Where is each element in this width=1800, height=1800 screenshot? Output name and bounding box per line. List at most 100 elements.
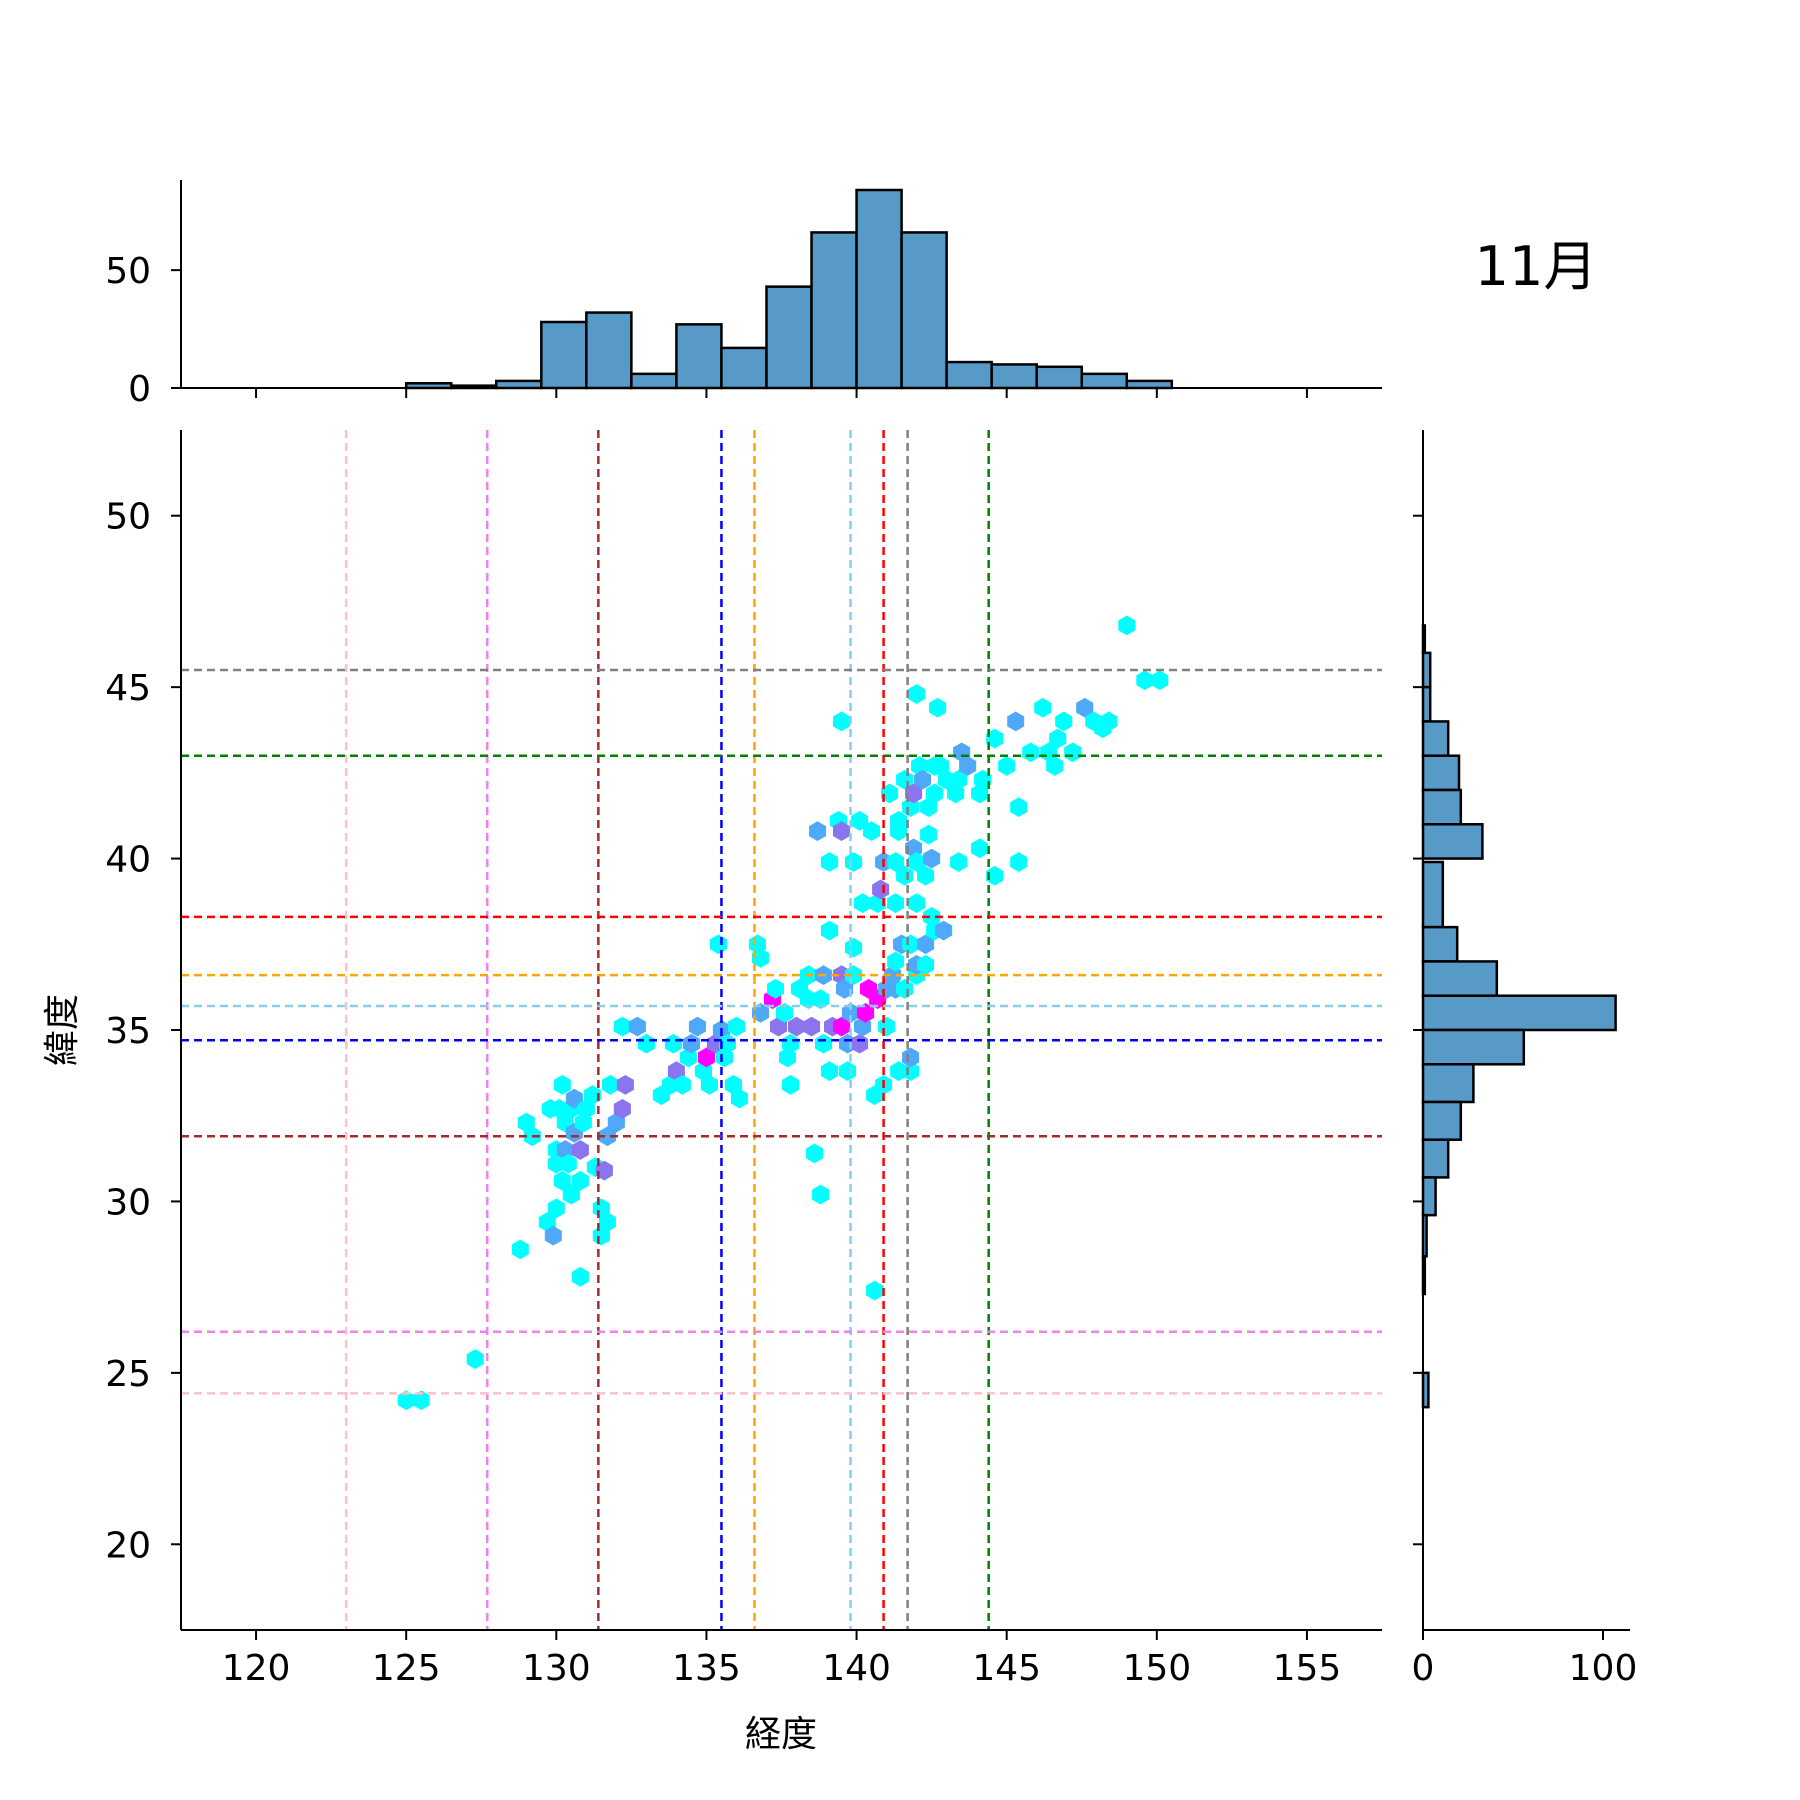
hexbin-cell bbox=[856, 1003, 875, 1023]
top-histogram-bar bbox=[1080, 372, 1129, 390]
hexbin-cell bbox=[412, 1390, 430, 1411]
top-histogram-bar bbox=[1125, 379, 1174, 390]
top-histogram-bar bbox=[765, 285, 813, 390]
vertical-reference-lines bbox=[344, 430, 990, 1630]
hexbin-cell bbox=[565, 1088, 583, 1109]
top-hist-y-tick-label: 0 bbox=[128, 369, 151, 410]
hexbin-cell bbox=[718, 1033, 737, 1054]
hexbin-cell bbox=[751, 948, 770, 968]
top-histogram-bar bbox=[540, 320, 588, 390]
hexbin-cell bbox=[607, 1112, 625, 1133]
hexbin-cell bbox=[853, 893, 872, 913]
hexbin-cell bbox=[781, 1033, 800, 1054]
top-histogram-bars bbox=[404, 188, 1174, 390]
right-histogram-bar bbox=[1421, 925, 1459, 963]
hexbin-cell bbox=[1076, 697, 1094, 718]
x-tick-label: 140 bbox=[822, 1648, 891, 1689]
top-hist-y-tick-label: 50 bbox=[105, 251, 151, 292]
hexbin-cell bbox=[511, 1239, 529, 1260]
hexbin-cell bbox=[1100, 711, 1118, 732]
x-tick-label: 155 bbox=[1273, 1648, 1342, 1689]
top-histogram-bar bbox=[810, 231, 858, 390]
hexbin-cell bbox=[466, 1349, 484, 1369]
right-histogram-bar bbox=[1421, 651, 1432, 689]
hexbin-cell bbox=[709, 934, 728, 955]
hexbin-cell bbox=[1010, 797, 1028, 817]
hexbin-cell bbox=[890, 811, 908, 831]
right-histogram-bar bbox=[1421, 860, 1445, 929]
hexbin-cell bbox=[802, 1016, 821, 1037]
hexbin-cell bbox=[637, 1033, 655, 1054]
hexbin-cell bbox=[887, 951, 905, 972]
x-tick-label: 135 bbox=[672, 1648, 741, 1689]
hexbin-cell bbox=[781, 1075, 800, 1095]
right-histogram-bar bbox=[1421, 1063, 1475, 1104]
hexbin-cell bbox=[577, 1099, 595, 1119]
hexbin-cell bbox=[920, 797, 938, 817]
right-histogram-bar bbox=[1421, 685, 1432, 723]
hexbin-cell bbox=[1007, 711, 1025, 732]
y-tick-label: 30 bbox=[105, 1182, 151, 1223]
right-histogram-bar bbox=[1421, 788, 1463, 826]
hexbin-cell bbox=[787, 1016, 806, 1037]
hexbin-cell bbox=[950, 852, 968, 872]
hexbin-cell bbox=[862, 821, 881, 841]
top-histogram-bar bbox=[720, 346, 768, 390]
top-histogram-bar bbox=[900, 231, 948, 390]
top-histogram-ticks: 0 50 bbox=[105, 251, 1308, 410]
hexbin-cell bbox=[700, 1075, 719, 1095]
top-histogram-bar bbox=[630, 372, 678, 390]
hexbin-cell bbox=[844, 937, 863, 958]
hexbin-cell bbox=[613, 1099, 631, 1119]
horizontal-reference-lines bbox=[181, 668, 1382, 1395]
y-tick-label: 50 bbox=[105, 497, 151, 538]
y-axis-label: 緯度 bbox=[42, 994, 83, 1066]
hexbin-cell bbox=[878, 1016, 896, 1037]
top-histogram-bar bbox=[1035, 365, 1084, 390]
top-histogram-bar bbox=[495, 379, 543, 390]
hexbin-cell bbox=[1049, 728, 1067, 749]
right-histogram-bar bbox=[1421, 994, 1617, 1032]
hexbin-cell bbox=[872, 879, 890, 900]
right-hist-x-tick-label: 100 bbox=[1569, 1648, 1638, 1689]
hexbin-cell bbox=[838, 1061, 857, 1081]
hexbin-cell bbox=[896, 865, 914, 886]
hexbin-cell bbox=[820, 852, 839, 872]
y-tick-label: 40 bbox=[105, 840, 151, 881]
y-tick-label: 20 bbox=[105, 1525, 151, 1566]
y-tick-label: 35 bbox=[105, 1011, 151, 1052]
hexbin-cell bbox=[1136, 670, 1154, 691]
hexbin-cell bbox=[971, 838, 989, 859]
main-plot: 120 125 130 135 140 145 150 155 20253035404550 … bbox=[42, 430, 1382, 1755]
hexbin-cell bbox=[844, 852, 863, 872]
hexbin-cell bbox=[881, 783, 899, 804]
right-histogram-ticks: 0 100 bbox=[1412, 514, 1638, 1689]
right-histogram-bar bbox=[1421, 1100, 1463, 1141]
hexbin-cell bbox=[926, 783, 944, 804]
right-histogram-bar bbox=[1421, 720, 1450, 757]
hexbin-cell bbox=[914, 769, 932, 790]
hexbin-cell bbox=[917, 865, 935, 886]
hexbin-cell bbox=[986, 865, 1004, 886]
hexbin-cell bbox=[811, 1184, 830, 1205]
x-tick-label: 120 bbox=[222, 1648, 291, 1689]
hexbin-cell bbox=[616, 1075, 634, 1095]
hexbin-cell bbox=[775, 1003, 794, 1023]
x-tick-label: 125 bbox=[372, 1648, 441, 1689]
hexbin-cell bbox=[1022, 742, 1040, 763]
hexbin-cell bbox=[814, 1033, 833, 1054]
hexbin-cell bbox=[866, 1280, 884, 1301]
hexbin-cell bbox=[908, 684, 926, 704]
hexbin-cell bbox=[974, 769, 992, 790]
right-histogram-bars bbox=[1421, 624, 1617, 1409]
x-tick-label: 130 bbox=[522, 1648, 591, 1689]
y-axis-ticks: 20 25 30 35 40 45 50 bbox=[105, 497, 181, 1566]
hexbin-cell bbox=[682, 1033, 701, 1054]
right-hist-x-tick-label: 0 bbox=[1412, 1648, 1435, 1689]
hexbin-cell bbox=[751, 1003, 770, 1023]
hexbin-cell bbox=[583, 1085, 601, 1105]
hexbin-cell bbox=[850, 1033, 869, 1054]
y-tick-label: 25 bbox=[105, 1354, 151, 1395]
hexbin-cell bbox=[766, 979, 785, 999]
